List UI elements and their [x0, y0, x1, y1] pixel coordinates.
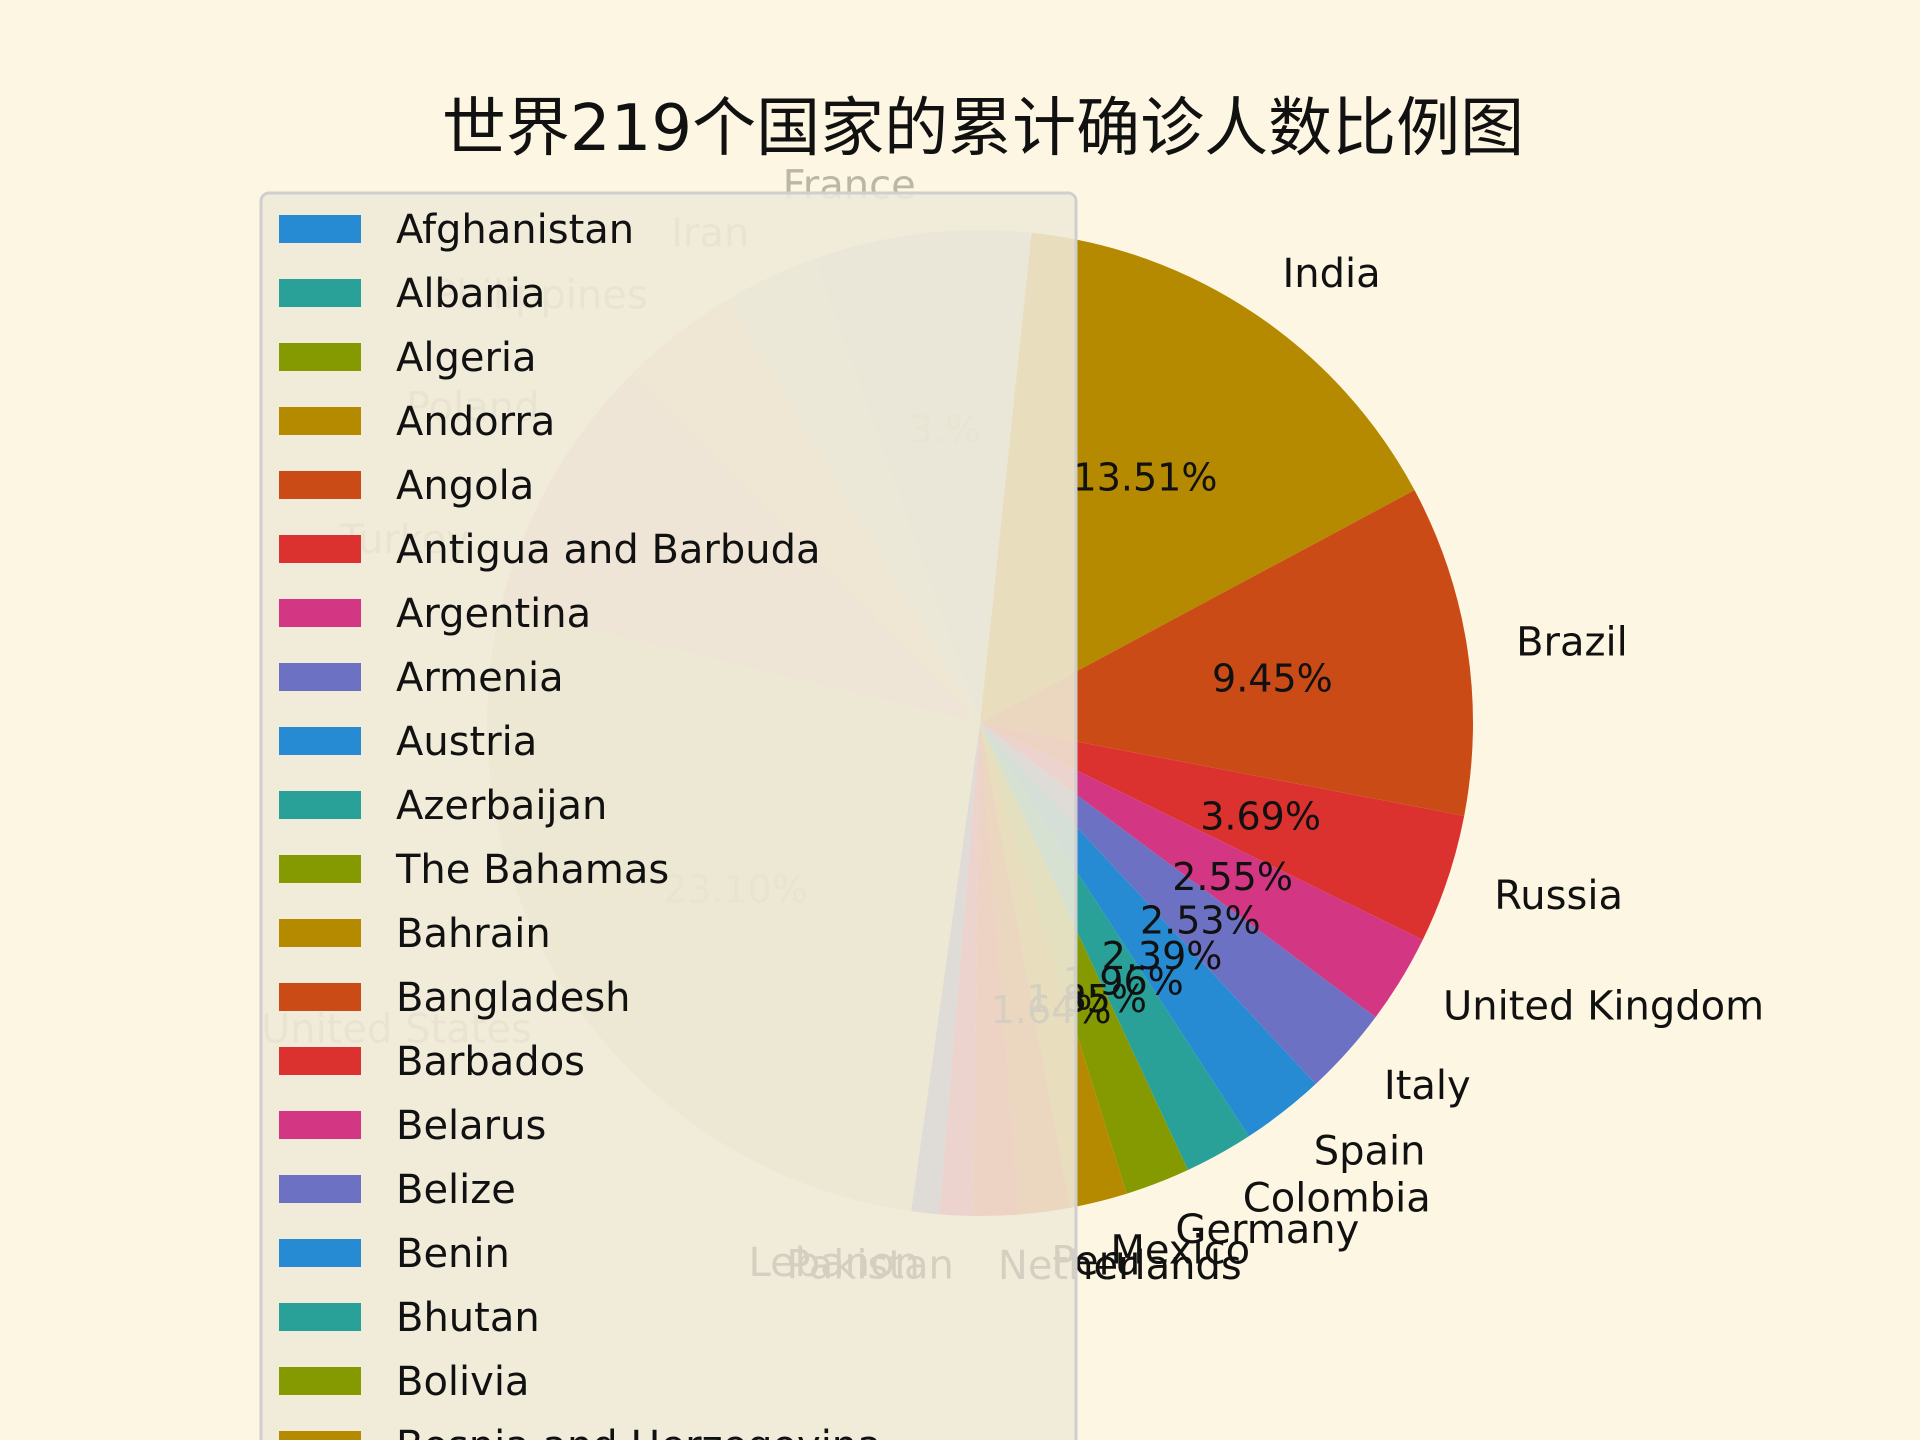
slice-percent-label: 3.69%: [1200, 795, 1321, 839]
chart-title: 世界219个国家的累计确诊人数比例图: [442, 92, 1524, 166]
legend-swatch: [279, 535, 361, 563]
legend-swatch: [279, 599, 361, 627]
legend-label: Benin: [396, 1231, 510, 1277]
legend-label: Bhutan: [396, 1295, 540, 1341]
legend-swatch: [279, 343, 361, 371]
legend-label: Bosnia and Herzegovina: [396, 1423, 882, 1440]
legend-swatch: [279, 1175, 361, 1203]
legend-label: Armenia: [396, 655, 564, 701]
legend-label: Azerbaijan: [396, 783, 607, 829]
legend-label: Algeria: [396, 335, 537, 381]
legend-label: Belarus: [396, 1103, 546, 1149]
slice-label: Mexico: [1110, 1227, 1250, 1273]
legend-label: Belize: [396, 1167, 516, 1213]
legend-swatch: [279, 919, 361, 947]
slice-percent-label: 2.53%: [1140, 898, 1261, 942]
slice-label: Brazil: [1516, 619, 1628, 665]
legend-swatch: [279, 279, 361, 307]
legend-swatch: [279, 1239, 361, 1267]
legend-swatch: [279, 1431, 361, 1440]
slice-percent-label: 1.96%: [1063, 960, 1184, 1004]
legend-label: Andorra: [396, 399, 555, 445]
slice-label: Russia: [1494, 873, 1623, 919]
legend-label: Bangladesh: [396, 975, 631, 1021]
legend-swatch: [279, 663, 361, 691]
legend-swatch: [279, 215, 361, 243]
legend-label: Argentina: [396, 591, 591, 637]
legend-swatch: [279, 983, 361, 1011]
legend-swatch: [279, 1111, 361, 1139]
legend-label: Albania: [396, 271, 545, 317]
slice-percent-label: 13.51%: [1073, 456, 1218, 500]
legend-swatch: [279, 1367, 361, 1395]
slice-percent-label: 9.45%: [1212, 656, 1333, 700]
legend-swatch: [279, 1303, 361, 1331]
legend-swatch: [279, 791, 361, 819]
legend-swatch: [279, 407, 361, 435]
legend: Afghanistan Albania Algeria Andorra Angola An…: [259, 191, 1078, 1440]
pie-slice-brazil: [980, 490, 1474, 816]
pie-slice-italy: [980, 723, 1376, 1085]
pie-slice-russia: [980, 723, 1465, 940]
legend-swatch: [279, 855, 361, 883]
slice-label: Spain: [1314, 1129, 1426, 1175]
legend-label: The Bahamas: [395, 847, 669, 893]
legend-box: [259, 191, 1078, 1440]
slice-percent-label: 2.55%: [1172, 855, 1293, 899]
slice-label: Germany: [1175, 1207, 1359, 1253]
legend-label: Angola: [396, 463, 534, 509]
slice-label: Italy: [1384, 1063, 1471, 1109]
legend-entries: Afghanistan Albania Algeria Andorra Angola An…: [279, 207, 882, 1440]
legend-label: Afghanistan: [396, 207, 634, 253]
legend-label: Bahrain: [396, 911, 551, 957]
slice-label: India: [1283, 251, 1381, 297]
legend-swatch: [279, 727, 361, 755]
slice-percent-label: 2.39%: [1102, 934, 1223, 978]
slice-label: Colombia: [1243, 1175, 1431, 1221]
legend-label: Antigua and Barbuda: [396, 527, 821, 573]
pie-slice-india: [980, 232, 1415, 723]
legend-label: Bolivia: [396, 1359, 529, 1405]
legend-swatch: [279, 471, 361, 499]
pie-slice-united-kingdom: [980, 723, 1423, 1018]
legend-label: Austria: [396, 719, 537, 765]
slice-label: United Kingdom: [1443, 983, 1764, 1029]
legend-label: Barbados: [396, 1039, 585, 1085]
legend-swatch: [279, 1047, 361, 1075]
